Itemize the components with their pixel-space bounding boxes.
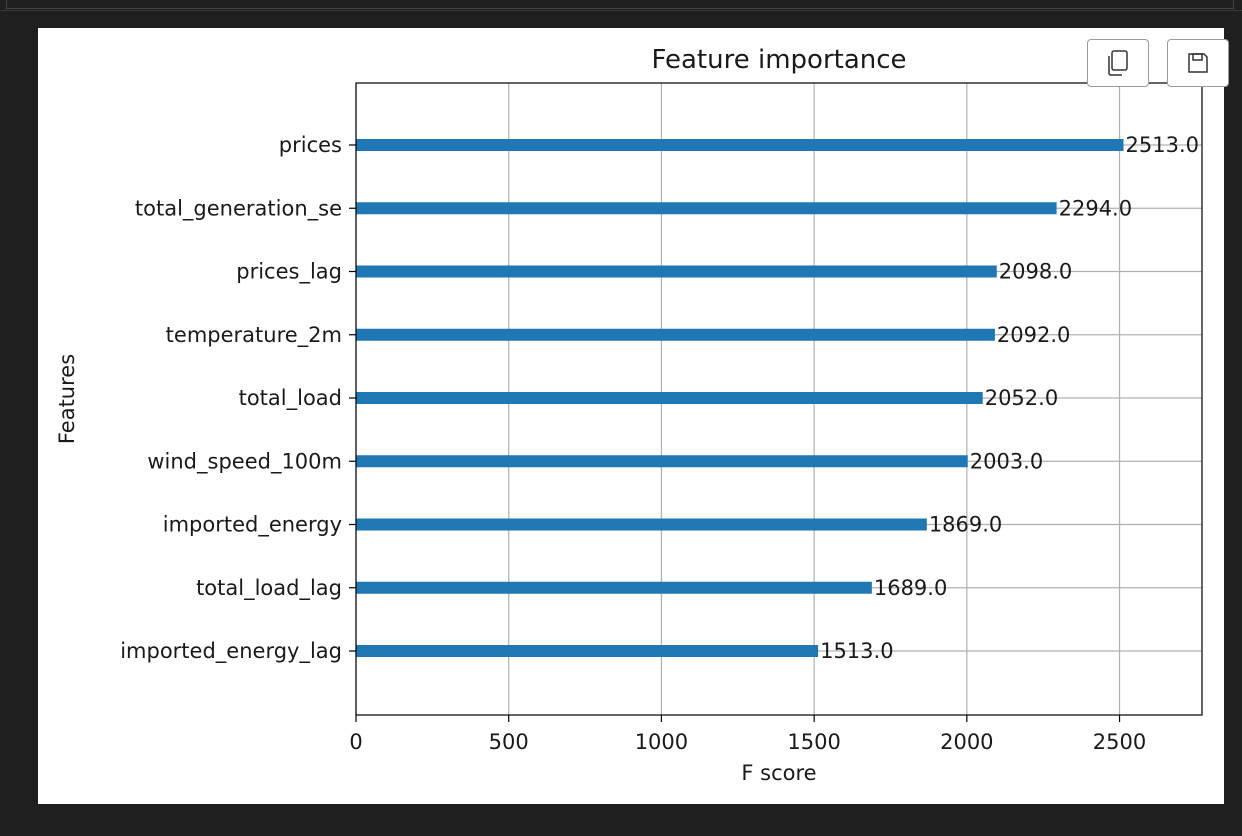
copy-button[interactable] [1087, 39, 1149, 87]
value-label: 2294.0 [1059, 196, 1132, 220]
save-button[interactable] [1167, 39, 1229, 87]
value-label: 2052.0 [985, 386, 1058, 410]
y-tick-label: prices [279, 133, 342, 157]
y-tick-label: total_load_lag [196, 576, 342, 601]
bar [356, 202, 1057, 215]
y-tick-label: imported_energy_lag [120, 639, 342, 664]
value-label: 1869.0 [929, 513, 1002, 537]
value-label: 2513.0 [1126, 133, 1199, 157]
bar [356, 265, 997, 278]
y-axis-label: Features [55, 354, 79, 444]
chart-title: Feature importance [651, 45, 906, 75]
top-bar [0, 0, 1242, 11]
x-ticks-layer: 0 500 1000 1500 2000 2500 [349, 715, 1146, 754]
bar [356, 328, 995, 341]
bar [356, 139, 1124, 151]
y-tick-label: total_load [239, 386, 342, 411]
y-tick-label: temperature_2m [166, 323, 342, 348]
x-tick-label: 500 [489, 730, 529, 754]
bar [356, 581, 872, 594]
plot-frame [355, 82, 1203, 716]
bar [356, 392, 983, 404]
value-label: 2098.0 [999, 260, 1072, 284]
save-icon [1188, 53, 1208, 73]
value-label: 2003.0 [970, 449, 1043, 473]
x-tick-label: 2000 [940, 730, 993, 754]
value-label: 1689.0 [874, 576, 947, 600]
y-tick-label: prices_lag [236, 260, 342, 285]
feature-importance-chart: prices total_generation_se prices_lagtempe… [55, 45, 1203, 785]
value-labels-layer: 2513.0 2294.0 2098.0 2092.0 2052.0 2003.0 1869… [820, 133, 1199, 663]
y-tick-label: imported_energy [163, 513, 342, 538]
bar [356, 455, 968, 468]
top-bar-frame [6, 0, 1234, 9]
bars-layer [356, 139, 1124, 657]
x-tick-label: 0 [349, 730, 362, 754]
y-tick-label: total_generation_se [135, 196, 342, 221]
bar [356, 518, 927, 531]
x-tick-label: 2500 [1093, 730, 1146, 754]
x-tick-label: 1500 [787, 730, 840, 754]
value-label: 1513.0 [820, 639, 893, 663]
copy-icon [1108, 50, 1128, 76]
x-tick-label: 1000 [635, 730, 688, 754]
x-axis-label: F score [741, 761, 816, 785]
y-tick-label: wind_speed_100m [147, 449, 342, 474]
y-ticks-layer: prices total_generation_se prices_lagtempe… [120, 133, 356, 664]
value-label: 2092.0 [997, 323, 1070, 347]
bar [356, 645, 819, 657]
